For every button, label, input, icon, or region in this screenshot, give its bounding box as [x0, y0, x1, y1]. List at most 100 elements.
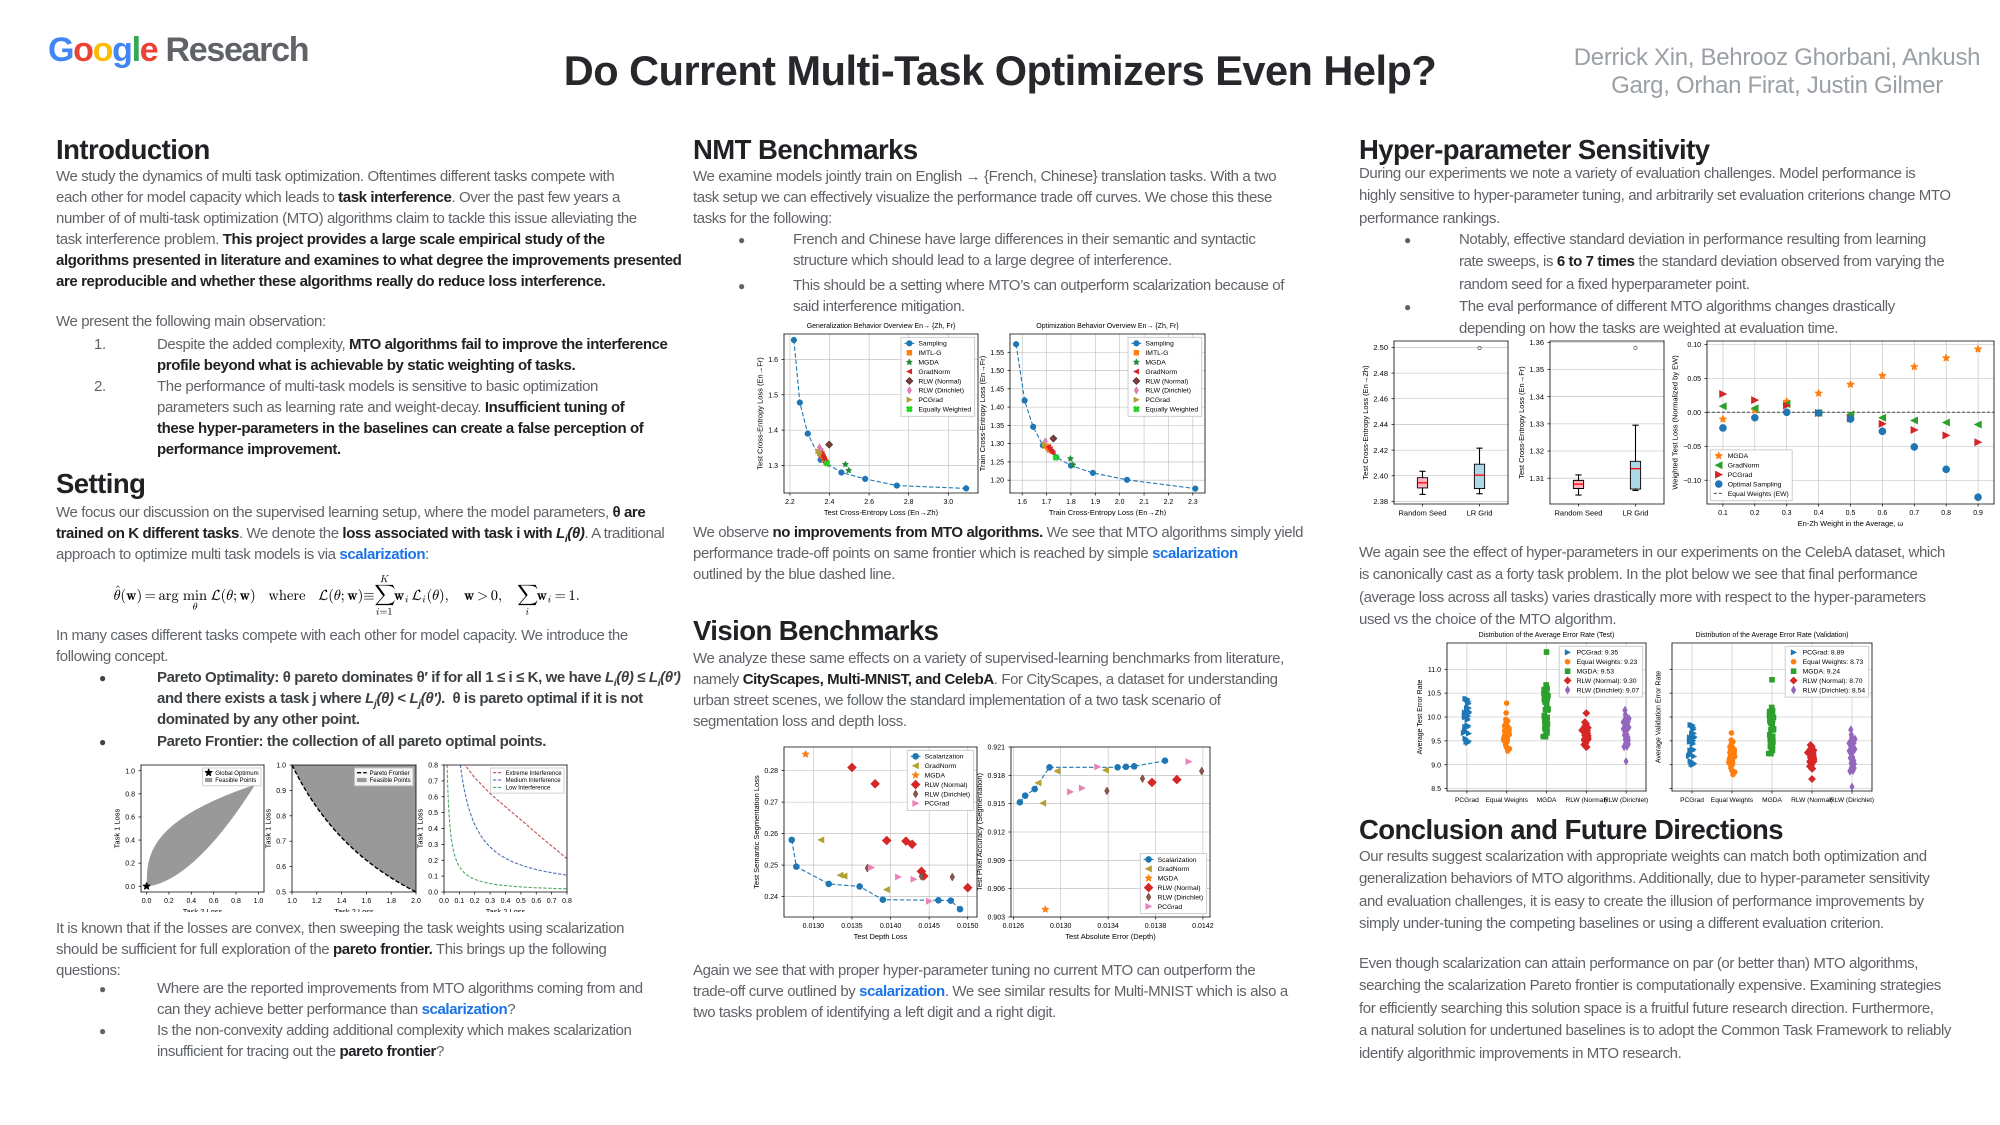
svg-text:1.25: 1.25 — [990, 459, 1004, 466]
svg-text:Generalization Behavior Overvi: Generalization Behavior Overview En→ {Zh… — [807, 323, 956, 330]
svg-text:0.0130: 0.0130 — [1050, 923, 1072, 930]
svg-text:1.34: 1.34 — [1529, 392, 1544, 401]
svg-text:Test Cross-Entropy Loss (En→Fr: Test Cross-Entropy Loss (En→Fr) — [1517, 366, 1526, 479]
svg-text:Test Depth Loss: Test Depth Loss — [854, 932, 908, 941]
svg-text:Medium Interference: Medium Interference — [506, 778, 562, 784]
svg-text:0.7: 0.7 — [428, 778, 438, 785]
svg-text:IMTL-G: IMTL-G — [918, 350, 941, 357]
svg-text:1.8: 1.8 — [386, 898, 396, 905]
svg-text:LR Grid: LR Grid — [1467, 508, 1493, 517]
svg-text:0.5: 0.5 — [516, 898, 526, 905]
svg-text:GradNorm: GradNorm — [1145, 369, 1177, 376]
svg-text:0.4: 0.4 — [501, 898, 511, 905]
svg-text:2.40: 2.40 — [1373, 471, 1388, 480]
svg-text:0.8: 0.8 — [125, 791, 135, 798]
svg-text:En-Zh Weight in the Average, ω: En-Zh Weight in the Average, ω — [1798, 519, 1904, 528]
svg-text:Test Pixel Accuracy (Segmentat: Test Pixel Accuracy (Segmentation) — [975, 773, 984, 891]
svg-text:0.906: 0.906 — [987, 886, 1005, 893]
svg-text:0.0126: 0.0126 — [1003, 923, 1025, 930]
svg-text:Task 2 Loss: Task 2 Loss — [486, 907, 526, 912]
svg-text:Train Cross-Entropy Loss (En→F: Train Cross-Entropy Loss (En→Fr) — [978, 355, 987, 471]
svg-text:Task 1 Loss: Task 1 Loss — [416, 808, 425, 848]
svg-text:RLW (Normal): RLW (Normal) — [918, 378, 961, 385]
svg-text:0.26: 0.26 — [764, 831, 778, 838]
svg-text:Scalarization: Scalarization — [1158, 857, 1197, 864]
svg-text:0.6: 0.6 — [1878, 510, 1888, 517]
svg-text:2.2: 2.2 — [1164, 499, 1174, 506]
svg-text:Average Test Error Rate: Average Test Error Rate — [1417, 679, 1424, 754]
svg-text:Task 1 Loss: Task 1 Loss — [113, 808, 122, 848]
svg-text:PCGrad: 8.89: PCGrad: 8.89 — [1803, 650, 1845, 657]
svg-text:0.0134: 0.0134 — [1097, 923, 1119, 930]
svg-text:0.2: 0.2 — [164, 898, 174, 905]
svg-text:0.4: 0.4 — [1814, 510, 1824, 517]
svg-text:10.5: 10.5 — [1427, 691, 1441, 698]
svg-text:GradNorm: GradNorm — [1728, 463, 1760, 470]
svg-text:Equal Weights: 8.73: Equal Weights: 8.73 — [1803, 659, 1864, 666]
svg-text:Equal Weights: 9.23: Equal Weights: 9.23 — [1577, 659, 1638, 666]
svg-text:0.05: 0.05 — [1687, 376, 1701, 383]
svg-text:1.35: 1.35 — [1529, 365, 1544, 374]
svg-text:2.46: 2.46 — [1373, 394, 1388, 403]
svg-text:2.0: 2.0 — [1115, 499, 1125, 506]
svg-text:0.0: 0.0 — [142, 898, 152, 905]
svg-text:RLW (Normal): RLW (Normal) — [1791, 797, 1833, 804]
svg-text:9.5: 9.5 — [1431, 738, 1441, 745]
svg-text:Scalarization: Scalarization — [925, 754, 964, 761]
svg-text:0.6: 0.6 — [209, 898, 219, 905]
svg-text:RLW (Dirichlet): 8.54: RLW (Dirichlet): 8.54 — [1803, 687, 1866, 694]
svg-text:Random Seed: Random Seed — [1399, 508, 1447, 517]
svg-text:1.7: 1.7 — [1042, 499, 1052, 506]
svg-text:Optimization Behavior Overview: Optimization Behavior Overview En→ {Zh, … — [1036, 323, 1179, 330]
svg-text:Low Interference: Low Interference — [506, 786, 551, 792]
svg-text:Test Cross-Entropy Loss (En→Zh: Test Cross-Entropy Loss (En→Zh) — [824, 508, 939, 516]
svg-text:Test Absolute Error (Depth): Test Absolute Error (Depth) — [1065, 932, 1156, 941]
svg-text:8.5: 8.5 — [1431, 786, 1441, 793]
svg-text:0.1: 0.1 — [428, 874, 438, 881]
svg-text:0.4: 0.4 — [125, 838, 135, 845]
svg-text:RLW (Dirichlet): RLW (Dirichlet) — [918, 388, 964, 395]
svg-text:0.921: 0.921 — [987, 745, 1005, 752]
svg-text:0.909: 0.909 — [987, 858, 1005, 865]
svg-text:0.8: 0.8 — [1941, 510, 1951, 517]
svg-text:1.20: 1.20 — [990, 478, 1004, 485]
svg-text:0.0: 0.0 — [439, 898, 449, 905]
svg-text:Optimal Sampling: Optimal Sampling — [1728, 481, 1782, 488]
svg-text:PCGrad: PCGrad — [1455, 797, 1479, 804]
svg-text:0.7: 0.7 — [547, 898, 557, 905]
svg-text:0.903: 0.903 — [987, 915, 1005, 922]
svg-text:MGDA: 9.53: MGDA: 9.53 — [1577, 669, 1615, 676]
svg-text:0.9: 0.9 — [276, 788, 286, 795]
svg-text:Average Validation Error Rate: Average Validation Error Rate — [1656, 671, 1663, 763]
svg-text:0.24: 0.24 — [764, 894, 778, 901]
svg-text:0.8: 0.8 — [276, 813, 286, 820]
svg-text:Extreme Interference: Extreme Interference — [506, 771, 563, 777]
svg-text:1.32: 1.32 — [1529, 447, 1544, 456]
svg-text:RLW (Normal): 9.30: RLW (Normal): 9.30 — [1577, 678, 1637, 685]
svg-text:GradNorm: GradNorm — [925, 763, 957, 770]
svg-text:1.3: 1.3 — [768, 463, 778, 470]
svg-text:Equal Weights (EW): Equal Weights (EW) — [1728, 491, 1789, 498]
svg-text:1.6: 1.6 — [768, 357, 778, 364]
svg-text:2.1: 2.1 — [1139, 499, 1149, 506]
svg-text:1.40: 1.40 — [990, 405, 1004, 412]
svg-text:Feasible Points: Feasible Points — [370, 778, 411, 784]
svg-text:1.55: 1.55 — [990, 350, 1004, 357]
svg-text:Distribution of the Average Er: Distribution of the Average Error Rate (… — [1695, 632, 1848, 639]
svg-text:1.4: 1.4 — [768, 428, 778, 435]
svg-text:0.6: 0.6 — [531, 898, 541, 905]
svg-text:RLW (Normal): RLW (Normal) — [1158, 885, 1201, 892]
svg-text:0.0130: 0.0130 — [803, 923, 825, 930]
svg-text:MGDA: MGDA — [918, 360, 939, 367]
svg-text:0.0135: 0.0135 — [841, 923, 863, 930]
svg-text:0.1: 0.1 — [455, 898, 465, 905]
svg-text:1.50: 1.50 — [990, 368, 1004, 375]
svg-text:Global Optimum: Global Optimum — [215, 771, 258, 777]
svg-text:2.2: 2.2 — [785, 499, 795, 506]
svg-text:Equal Weights: Equal Weights — [1485, 797, 1528, 804]
svg-text:Train Cross-Entropy Loss (En→Z: Train Cross-Entropy Loss (En→Zh) — [1049, 508, 1167, 516]
svg-text:0.3: 0.3 — [485, 898, 495, 905]
svg-text:0.8: 0.8 — [562, 898, 572, 905]
svg-text:0.0150: 0.0150 — [957, 923, 979, 930]
svg-text:RLW (Dirichlet): RLW (Dirichlet) — [1145, 388, 1191, 395]
